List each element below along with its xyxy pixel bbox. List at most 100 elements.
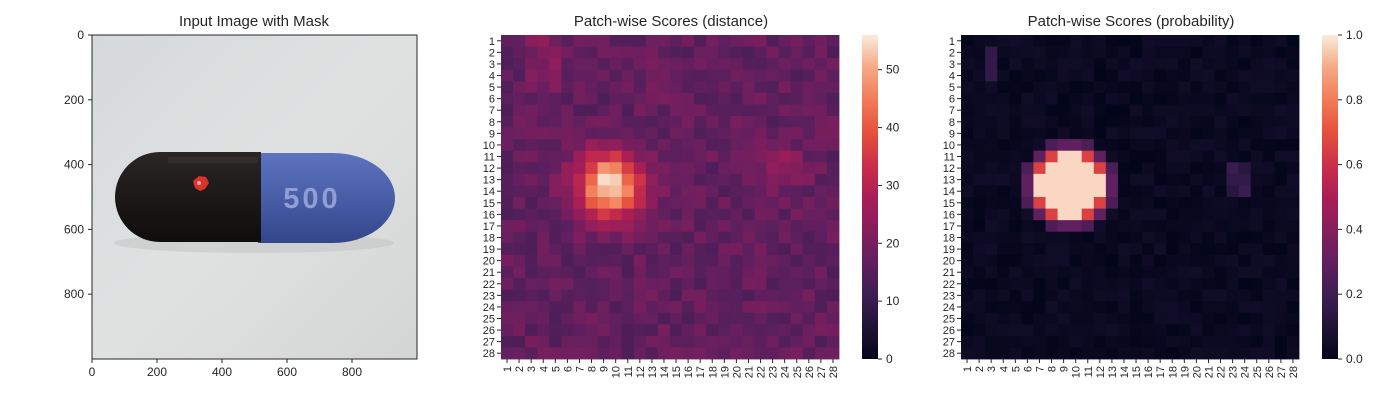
heatmap-cell [597,266,611,279]
heatmap-cell [1286,254,1300,267]
heatmap-cell [609,185,623,198]
heatmap-cell [694,127,707,140]
heatmap-cell [609,81,623,94]
col-tick-label: 12 [1095,366,1107,378]
heatmap-cell [1202,243,1215,256]
heatmap-cell [814,116,828,128]
heatmap-cell [621,92,635,105]
heatmap-cell [1250,69,1264,82]
heatmap-cell [973,220,986,233]
col-tick-label: 28 [1288,366,1300,378]
heatmap-cell [1130,185,1143,198]
heatmap-cell [1021,312,1034,325]
heatmap-cell [1045,220,1058,233]
heatmap-cell [621,266,635,279]
heatmap-cell [1226,58,1240,71]
heatmap-cell [682,139,695,152]
heatmap-cell [1178,347,1191,360]
heatmap-cell [633,254,647,267]
heatmap-cell [706,81,719,94]
heatmap-cell [573,162,586,175]
heatmap-cell [1190,208,1203,221]
heatmap-cell [609,243,623,256]
heatmap-cell [525,58,538,71]
heatmap-cell [573,278,586,290]
heatmap-cell [1130,35,1143,47]
row-tick-label: 13 [943,175,955,187]
heatmap-cell [718,208,731,221]
heatmap-cell [657,185,671,198]
heatmap-cell [961,254,974,267]
heatmap-cell [961,335,974,348]
heatmap-cell [501,162,514,175]
row-tick-label: 25 [483,314,495,326]
heatmap-cell [1105,208,1119,221]
capsule-black-half [115,152,261,242]
heatmap-cell [706,162,719,175]
heatmap-cell [537,173,550,186]
heatmap-cell [730,58,743,71]
heatmap-cell [742,266,755,279]
heatmap-cell [1105,127,1119,140]
heatmap-cell [1117,197,1131,209]
heatmap-cell [1009,81,1022,94]
heatmap-cell [682,220,695,233]
heatmap-cell [645,58,659,71]
heatmap-cell [621,127,635,140]
heatmap-cell [1274,197,1288,209]
heatmap-cell [573,197,586,209]
heatmap-cell [718,231,731,244]
heatmap-cell [1178,243,1191,256]
heatmap-cell [537,301,550,314]
heatmap-cell [778,81,792,94]
heatmap-cell [1081,301,1095,314]
heatmap-cell [826,185,840,198]
heatmap-cell [657,289,671,302]
col-tick-label: 5 [1010,366,1022,372]
heatmap-cell [802,301,816,314]
heatmap-cell [657,208,671,221]
heatmap-cell [1226,139,1240,152]
heatmap-cell [1142,127,1155,140]
col-tick-label: 21 [743,366,755,378]
heatmap-cell [1166,254,1179,267]
heatmap-cell [973,301,986,314]
heatmap-cell [1105,46,1119,59]
heatmap-cell [790,116,804,128]
heatmap-cell [1274,347,1288,360]
heatmap-cell [501,81,514,94]
heatmap-cell [1045,92,1058,105]
heatmap-cell [1166,104,1179,117]
heatmap-cell [973,104,986,117]
heatmap-cell [682,335,695,348]
col-tick-label: 25 [792,366,804,378]
heatmap-cell [694,150,707,163]
heatmap-cell [1021,104,1034,117]
heatmap-cell [985,301,998,314]
heatmap-cell [513,347,526,360]
heatmap-cell [501,58,514,71]
heatmap-cell [1057,197,1071,209]
heatmap-cell [633,312,647,325]
heatmap-cell [561,289,574,302]
heatmap-cell [670,197,683,209]
row-tick-label: 3 [949,59,955,71]
heatmap-cell [1250,185,1264,198]
heatmap-cell [1154,162,1167,175]
heatmap-cell [754,116,767,128]
heatmap-cell [1274,266,1288,279]
heatmap-cell [1117,150,1131,163]
heatmap-cell [1009,301,1022,314]
heatmap-cell [718,104,731,117]
heatmap-cell [1154,220,1167,233]
heatmap-cell [537,127,550,140]
heatmap-cell [997,324,1010,337]
heatmap-cell [790,231,804,244]
heatmap-cell [1190,335,1203,348]
heatmap-cell [1130,58,1143,71]
heatmap-cell [1250,104,1264,117]
heatmap-cell [670,220,683,233]
heatmap-cell [985,116,998,128]
probability-colorbar-ticks: 0.00.20.40.60.81.0 [1338,28,1363,366]
col-tick-label: 24 [1240,366,1252,378]
